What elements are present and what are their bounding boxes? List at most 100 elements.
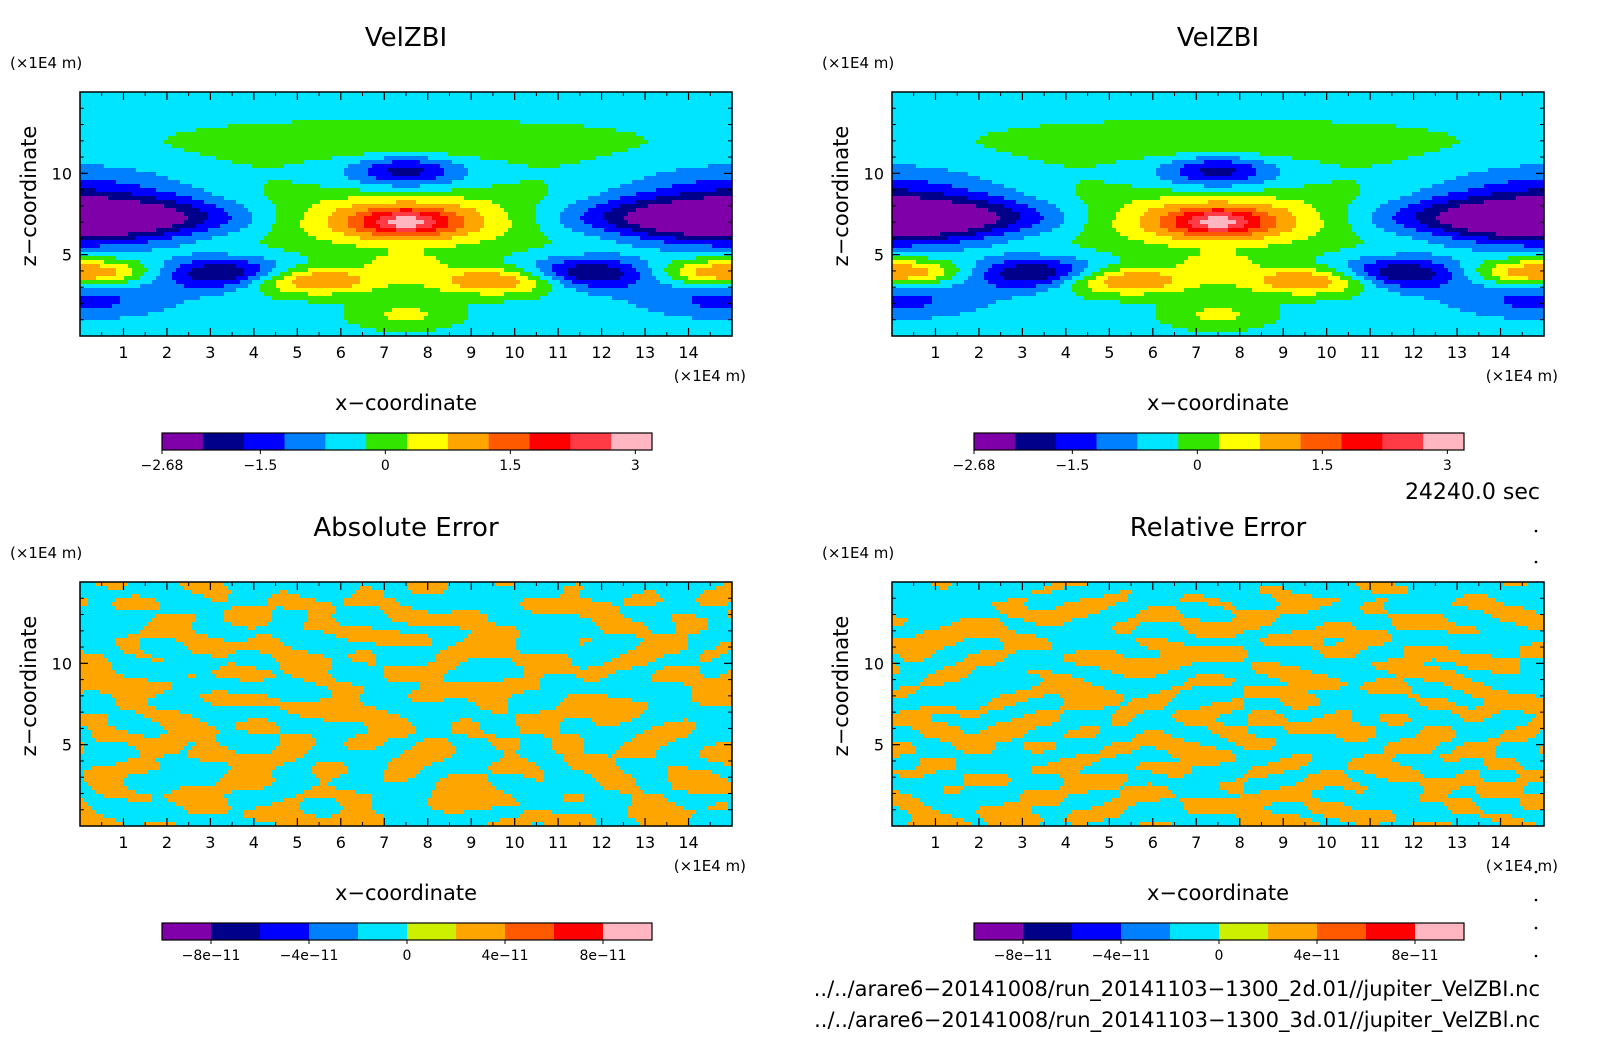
heatmap-cell <box>240 252 245 257</box>
heatmap-cell <box>84 220 89 225</box>
heatmap-cell <box>228 260 233 265</box>
heatmap-cell <box>244 316 249 321</box>
heatmap-cell <box>100 96 105 101</box>
heatmap-cell <box>88 312 93 317</box>
heatmap-cell <box>164 272 169 277</box>
heatmap-cell <box>136 156 141 161</box>
heatmap-cell <box>228 216 233 221</box>
heatmap-cell <box>228 328 233 333</box>
heatmap-cell <box>168 288 173 293</box>
heatmap-cell <box>232 316 237 321</box>
heatmap-cell <box>156 180 161 185</box>
heatmap-cell <box>104 216 109 221</box>
heatmap-cell <box>152 268 157 273</box>
heatmap-cell <box>216 192 221 197</box>
heatmap-cell <box>124 276 129 281</box>
heatmap-cell <box>184 244 189 249</box>
heatmap-cell <box>196 208 201 213</box>
heatmap-cell <box>232 248 237 253</box>
heatmap-cell <box>252 160 257 165</box>
heatmap-cell <box>104 320 109 325</box>
heatmap-cell <box>252 148 257 153</box>
heatmap-cell <box>188 104 193 109</box>
heatmap-cell <box>164 220 169 225</box>
heatmap-cell <box>84 124 89 129</box>
heatmap-cell <box>108 144 113 149</box>
heatmap-cell <box>268 156 273 161</box>
heatmap-cell <box>128 312 133 317</box>
heatmap-cell <box>100 244 105 249</box>
heatmap-cell <box>156 268 161 273</box>
heatmap-cell <box>144 168 149 173</box>
heatmap-cell <box>108 312 113 317</box>
heatmap-cell <box>264 176 269 181</box>
heatmap-cell <box>264 212 269 217</box>
heatmap-cell <box>240 268 245 273</box>
heatmap-cell <box>264 236 269 241</box>
heatmap-cell <box>244 264 249 269</box>
heatmap-cell <box>252 248 257 253</box>
heatmap-cell <box>252 144 257 149</box>
heatmap-cell <box>152 164 157 169</box>
heatmap-cell <box>260 120 265 125</box>
heatmap-cell <box>108 148 113 153</box>
heatmap-cell <box>136 96 141 101</box>
heatmap-cell <box>256 192 261 197</box>
heatmap-cell <box>224 200 229 205</box>
heatmap-cell <box>168 220 173 225</box>
heatmap-cell <box>196 324 201 329</box>
heatmap-cell <box>212 224 217 229</box>
heatmap-cell <box>188 288 193 293</box>
heatmap-cell <box>192 176 197 181</box>
heatmap-cell <box>248 184 253 189</box>
heatmap-cell <box>232 288 237 293</box>
heatmap-cell <box>136 200 141 205</box>
heatmap-cell <box>88 112 93 117</box>
heatmap-cell <box>244 172 249 177</box>
heatmap-cell <box>228 176 233 181</box>
heatmap-cell <box>244 224 249 229</box>
heatmap-cell <box>128 124 133 129</box>
heatmap-cell <box>236 284 241 289</box>
heatmap-cell <box>152 260 157 265</box>
heatmap-cell <box>248 128 253 133</box>
heatmap-cell <box>184 216 189 221</box>
heatmap-cell <box>260 240 265 245</box>
heatmap-cell <box>96 260 101 265</box>
heatmap-cell <box>176 120 181 125</box>
heatmap-cell <box>132 124 137 129</box>
heatmap-cell <box>124 256 129 261</box>
heatmap-cell <box>108 120 113 125</box>
heatmap-cell <box>212 100 217 105</box>
heatmap-cell <box>260 224 265 229</box>
heatmap-cell <box>204 276 209 281</box>
heatmap-cell <box>140 136 145 141</box>
heatmap-cell <box>224 164 229 169</box>
heatmap-cell <box>176 132 181 137</box>
heatmap-cell <box>120 224 125 229</box>
heatmap-cell <box>160 276 165 281</box>
heatmap-cell <box>92 288 97 293</box>
heatmap-cell <box>164 96 169 101</box>
heatmap-cell <box>144 200 149 205</box>
heatmap-cell <box>184 288 189 293</box>
heatmap-cell <box>112 100 117 105</box>
heatmap-cell <box>120 264 125 269</box>
heatmap-cell <box>112 308 117 313</box>
heatmap-cell <box>184 112 189 117</box>
heatmap-cell <box>196 232 201 237</box>
heatmap-cell <box>92 196 97 201</box>
heatmap-cell <box>188 100 193 105</box>
heatmap-cell <box>180 196 185 201</box>
heatmap-cell <box>120 276 125 281</box>
heatmap-cell <box>208 260 213 265</box>
heatmap-cell <box>92 220 97 225</box>
heatmap-cell <box>96 292 101 297</box>
heatmap-cell <box>92 268 97 273</box>
heatmap-cell <box>104 212 109 217</box>
heatmap-cell <box>236 296 241 301</box>
heatmap-cell <box>136 232 141 237</box>
heatmap-cell <box>104 204 109 209</box>
heatmap-cell <box>112 296 117 301</box>
heatmap-cell <box>228 320 233 325</box>
